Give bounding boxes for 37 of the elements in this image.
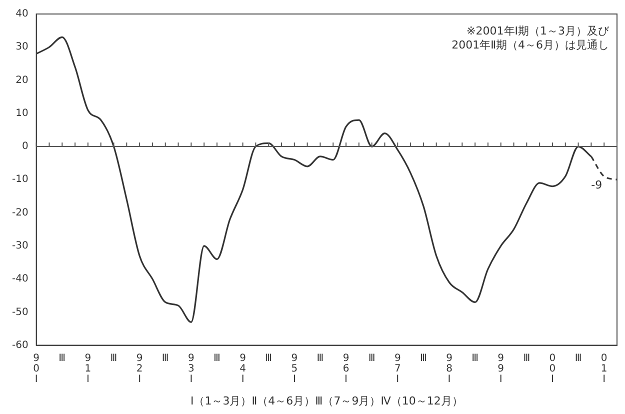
x-tick-label: 90Ⅰ — [33, 353, 40, 386]
x-tick-label: 99Ⅰ — [498, 353, 504, 386]
x-axis-title: Ⅰ（1～3月）Ⅱ（4～6月）Ⅲ（7～9月）Ⅳ（10～12月） — [190, 394, 463, 408]
x-tick-label: Ⅲ — [472, 353, 479, 364]
x-tick-label: 92Ⅰ — [136, 353, 143, 386]
x-tick-label: 98Ⅰ — [446, 353, 452, 386]
x-tick-label: 00Ⅰ — [549, 353, 556, 386]
x-tick-label: 91Ⅰ — [84, 353, 92, 386]
data-label: -9 — [591, 178, 602, 192]
x-tick-label: Ⅲ — [523, 353, 530, 364]
x-tick-label: Ⅲ — [58, 353, 66, 364]
y-tick-label: -40 — [12, 274, 28, 285]
x-tick-label: Ⅲ — [574, 353, 582, 364]
x-tick-label: 96Ⅰ — [342, 353, 350, 386]
y-tick-label: -60 — [12, 340, 28, 351]
y-tick-label: 0 — [22, 141, 28, 152]
x-tick-label: 97Ⅰ — [394, 353, 401, 386]
x-tick-label: Ⅲ — [214, 353, 220, 364]
x-tick-label: 95Ⅰ — [291, 353, 298, 386]
x-tick-label: Ⅲ — [110, 353, 118, 364]
x-tick-label: Ⅲ — [316, 353, 324, 364]
x-tick-label: Ⅲ — [420, 353, 427, 364]
y-tick-label: 40 — [16, 8, 28, 20]
x-tick-label: 93Ⅰ — [188, 353, 194, 386]
x-tick-label: Ⅲ — [368, 353, 376, 364]
y-tick-label: -20 — [12, 207, 28, 218]
x-tick-label: Ⅲ — [162, 353, 169, 364]
x-tick-label: Ⅲ — [265, 353, 272, 364]
y-tick-label: 20 — [16, 74, 28, 86]
annotation: ※2001年Ⅰ期（1～3月）及び 2001年Ⅱ期（4～6月）は見通し — [452, 24, 610, 52]
y-tick-label: -10 — [12, 174, 28, 186]
y-tick-label: 10 — [16, 108, 28, 119]
y-tick-label: -30 — [12, 240, 28, 252]
x-tick-label: 94Ⅰ — [240, 353, 246, 386]
y-tick-label: 30 — [16, 42, 28, 53]
y-tick-label: -50 — [12, 306, 28, 318]
x-tick-label: 01Ⅰ — [600, 353, 608, 386]
